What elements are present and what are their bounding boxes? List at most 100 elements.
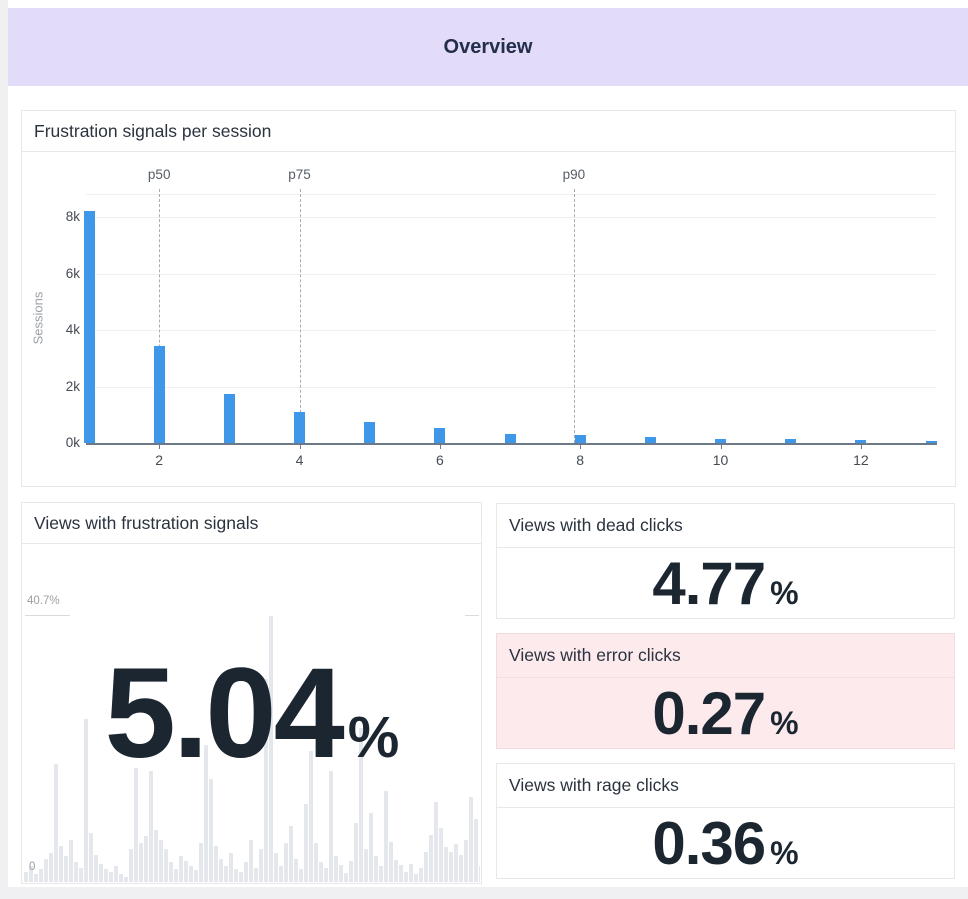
rage-clicks-value-number: 0.36 (652, 809, 766, 877)
sparkline-bar (329, 770, 333, 882)
percentile-label: p90 (562, 167, 586, 182)
sparkline-bar (339, 865, 343, 882)
y-tick-label: 8k (65, 209, 80, 224)
percentile-line (573, 189, 575, 443)
sparkline-bar (409, 863, 413, 882)
sparkline-bar (104, 868, 108, 882)
dead-clicks-value: 4.77 % (652, 549, 799, 617)
plot-top-gridline (86, 194, 936, 195)
sparkline-bar (29, 865, 33, 882)
dead-clicks-value-wrap: 4.77 % (497, 548, 954, 619)
sparkline-bar (359, 728, 363, 882)
sparkline-bar (269, 616, 273, 882)
sparkline-bar (114, 866, 118, 882)
sparkline-chart (23, 582, 480, 882)
y-gridline (86, 217, 936, 218)
x-tick-mark (860, 445, 862, 449)
sparkline-bar (479, 866, 480, 882)
histogram-bar[interactable] (785, 439, 797, 443)
sparkline-bar (39, 868, 43, 882)
error-clicks-value-unit: % (770, 704, 799, 741)
frustration-signals-card[interactable]: Views with frustration signals 40.7% 0 5… (21, 502, 482, 884)
sparkline-bar (189, 865, 193, 882)
sparkline-bar (159, 839, 163, 882)
dead-clicks-value-unit: % (770, 574, 799, 611)
histogram-bar[interactable] (715, 439, 726, 443)
sparkline-bar (474, 819, 478, 882)
sparkline-bar (229, 852, 233, 882)
x-tick-label: 10 (712, 452, 729, 468)
y-tick-label: 4k (65, 322, 80, 337)
sparkline-bar (274, 852, 278, 882)
histogram-bar[interactable] (153, 345, 165, 443)
histogram-bar[interactable] (434, 428, 446, 443)
sparkline-bar (424, 851, 428, 882)
sparkline-bar (219, 859, 223, 882)
histogram-card-title: Frustration signals per session (34, 120, 272, 141)
histogram-bar[interactable] (504, 433, 516, 443)
histogram-bar[interactable] (294, 411, 305, 443)
sparkline-max-gridline (25, 615, 70, 616)
x-tick-mark (720, 445, 722, 449)
error-clicks-value-wrap: 0.27 % (497, 678, 954, 749)
sparkline-bar (324, 867, 328, 882)
rage-clicks-title: Views with rage clicks (509, 775, 679, 795)
error-clicks-title-row: Views with error clicks (497, 634, 954, 678)
error-clicks-value: 0.27 % (652, 679, 799, 747)
histogram-bar[interactable] (83, 211, 95, 443)
y-tick-label: 6k (65, 265, 80, 281)
histogram-bar[interactable] (925, 441, 937, 443)
histogram-card[interactable]: Frustration signals per session Sessions… (21, 110, 956, 487)
sparkline-bar (334, 855, 338, 882)
sparkline-bar (319, 862, 323, 882)
sparkline-bar (439, 828, 443, 882)
y-gridline (86, 386, 936, 388)
histogram-plot: Sessions 0k 2k 4k 6k 8k p50 p75 p90 2 4 6 8 10 12 (22, 111, 955, 486)
dead-clicks-title-row: Views with dead clicks (497, 504, 954, 548)
sparkline-bar (44, 859, 48, 882)
sparkline-bar (99, 863, 103, 882)
histogram-bar[interactable] (644, 437, 656, 444)
sparkline-bar (399, 865, 403, 882)
histogram-bar[interactable] (223, 393, 235, 443)
sparkline-bar (364, 849, 368, 882)
sparkline-bar (49, 852, 53, 882)
sparkline-bar (304, 803, 308, 882)
rage-clicks-card[interactable]: Views with rage clicks 0.36 % (496, 763, 955, 879)
sparkline-bar (469, 797, 473, 882)
dashboard-page: Overview Frustration signals per session… (8, 0, 968, 887)
x-tick-label: 4 (295, 452, 304, 468)
sparkline-bar (404, 871, 408, 882)
sparkline-bar (259, 849, 263, 882)
sparkline-bar (299, 868, 303, 882)
rage-clicks-title-row: Views with rage clicks (497, 764, 954, 808)
sparkline-max-gridline-right (465, 615, 479, 616)
histogram-bar[interactable] (574, 435, 586, 443)
sparkline-bar (24, 872, 28, 882)
sparkline-bar (449, 851, 453, 882)
dead-clicks-card[interactable]: Views with dead clicks 4.77 % (496, 503, 955, 619)
error-clicks-card[interactable]: Views with error clicks 0.27 % (496, 633, 955, 749)
x-tick-label: 2 (155, 452, 164, 468)
sparkline-bar (419, 867, 423, 882)
sparkline-bar (64, 855, 68, 882)
sparkline-bar (124, 876, 128, 882)
sparkline-bar (384, 790, 388, 882)
sparkline-bar (194, 870, 198, 882)
sparkline-bar (54, 764, 58, 882)
sparkline-bar (89, 833, 93, 882)
y-gridline (86, 273, 936, 275)
histogram-bar[interactable] (855, 439, 867, 443)
sparkline-bar (314, 842, 318, 882)
sparkline-bar (354, 823, 358, 882)
sparkline-bar (94, 854, 98, 882)
histogram-bar[interactable] (364, 421, 376, 443)
dead-clicks-value-number: 4.77 (652, 549, 766, 617)
histogram-card-title-row: Frustration signals per session (22, 111, 955, 152)
error-clicks-value-number: 0.27 (652, 679, 766, 747)
x-tick-mark (439, 445, 441, 449)
sparkline-bar (444, 846, 448, 882)
sparkline-bar (284, 842, 288, 882)
page-title: Overview (443, 35, 533, 58)
sparkline-bar (154, 829, 158, 882)
